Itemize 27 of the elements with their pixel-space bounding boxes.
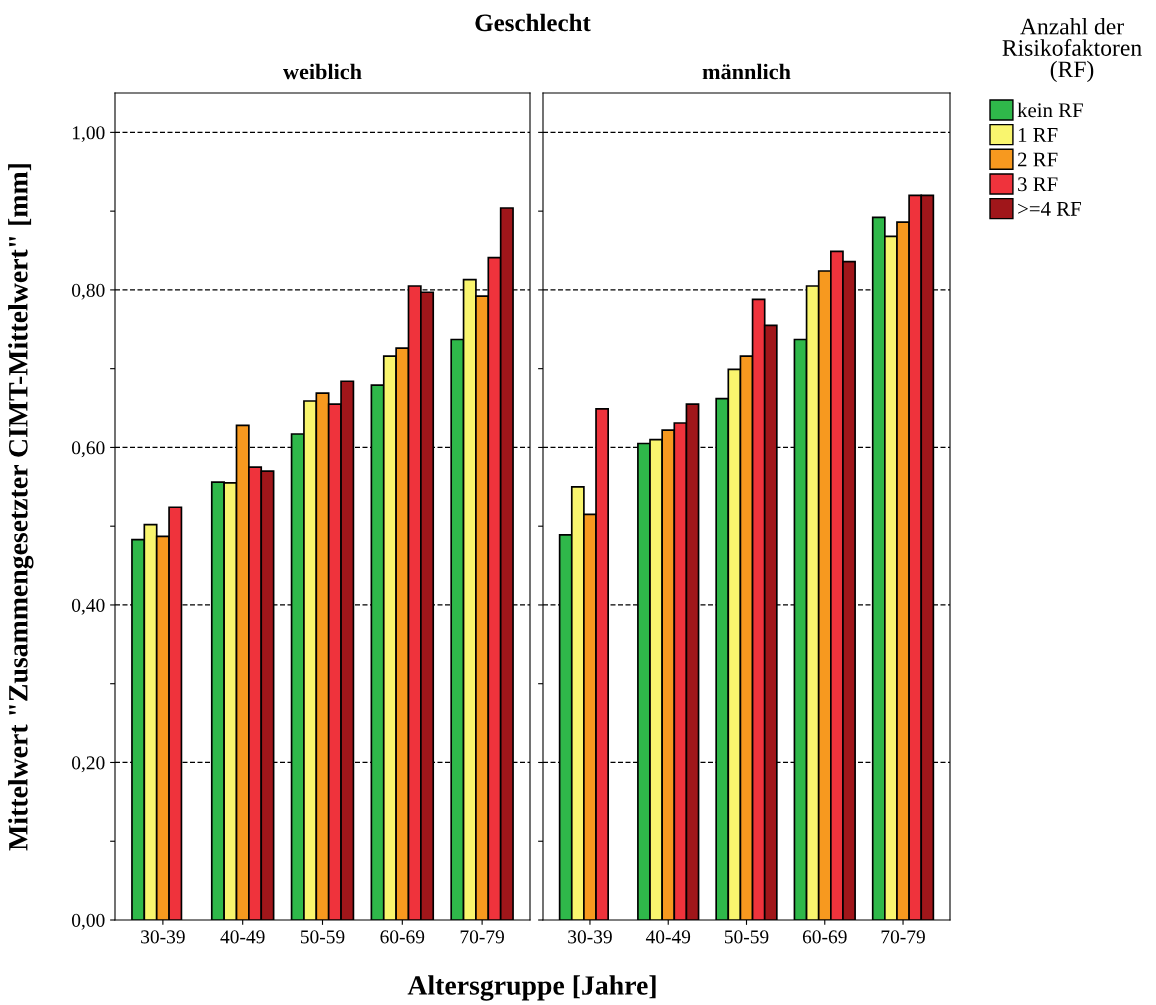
legend-label: 3 RF — [1018, 177, 1058, 192]
legend-label: 2 RF — [1018, 152, 1058, 167]
y-tick-label: 0,00 — [71, 913, 105, 930]
x-tick-label: 50-59 — [300, 930, 345, 944]
x-tick-label: 70-79 — [881, 930, 925, 944]
legend-label: kein RF — [1017, 102, 1083, 118]
text: Geschlecht — [475, 13, 591, 32]
y-tick-label: 0,20 — [71, 756, 105, 773]
legend-label: >=4 RF — [1018, 201, 1081, 216]
chart-title: männlich — [702, 63, 791, 80]
chart-title: weiblich — [283, 63, 362, 80]
x-tick-label: 30-39 — [568, 930, 612, 944]
x-tick-label: 30-39 — [141, 930, 185, 944]
x-tick-label: 50-59 — [724, 930, 769, 944]
x-tick-label: 40-49 — [645, 930, 691, 944]
x-tick-label: 40-49 — [220, 930, 265, 944]
x-tick-label: 60-69 — [380, 930, 425, 944]
y-axis-title: Mittelwert "Zusammengesetzter CIMT-Mittelwert" [mm] — [8, 164, 34, 851]
x-tick-label: 60-69 — [802, 930, 847, 944]
y-tick-label: 0,60 — [71, 441, 105, 458]
legend-label: 1 RF — [1018, 127, 1058, 142]
y-tick-label: 1,00 — [72, 126, 105, 143]
legend-title: Anzahl der Risikofaktoren (RF) — [1002, 17, 1142, 83]
x-tick-label: 70-79 — [460, 930, 504, 944]
x-axis-title: Altersgruppe [Jahre] — [407, 975, 656, 1001]
y-tick-label: 0,80 — [71, 283, 105, 300]
y-tick-label: 0,40 — [71, 598, 105, 615]
